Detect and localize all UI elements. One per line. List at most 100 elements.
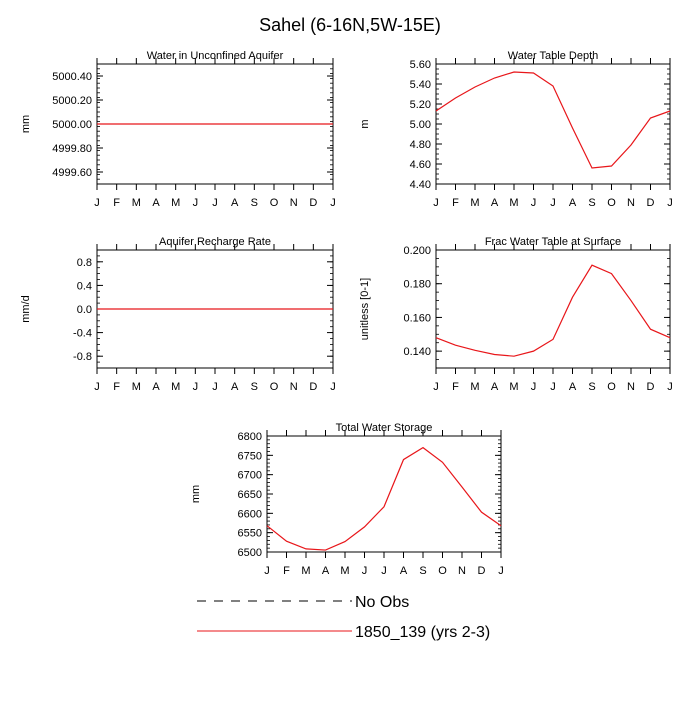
x-tick-label: A xyxy=(569,381,577,393)
x-tick-label: A xyxy=(569,197,577,209)
x-tick-label: M xyxy=(509,381,518,393)
x-tick-label: J xyxy=(330,381,336,393)
legend-obs-label: No Obs xyxy=(355,594,409,611)
x-tick-label: J xyxy=(362,565,368,577)
x-tick-label: D xyxy=(647,197,655,209)
y-tick-label: 6550 xyxy=(238,528,262,540)
panel-water-in-unconfined-aquifer: Water in Unconfined Aquifer4999.604999.8… xyxy=(20,50,336,209)
y-tick-label: 5000.00 xyxy=(52,119,92,131)
y-tick-label: 6750 xyxy=(238,450,262,462)
x-tick-label: J xyxy=(264,565,270,577)
x-tick-label: J xyxy=(667,197,673,209)
x-tick-label: O xyxy=(270,381,279,393)
x-tick-label: J xyxy=(330,197,336,209)
y-tick-label: -0.8 xyxy=(73,351,92,363)
x-tick-label: O xyxy=(607,197,616,209)
x-tick-label: M xyxy=(470,197,479,209)
x-tick-label: A xyxy=(400,565,408,577)
x-tick-label: J xyxy=(433,197,439,209)
y-tick-label: 4999.60 xyxy=(52,167,92,179)
x-tick-label: S xyxy=(419,565,426,577)
series-line xyxy=(436,265,670,356)
x-tick-label: A xyxy=(152,381,160,393)
x-tick-label: A xyxy=(491,197,499,209)
x-tick-label: J xyxy=(212,197,218,209)
x-tick-label: S xyxy=(251,197,258,209)
x-tick-label: A xyxy=(322,565,330,577)
x-tick-label: M xyxy=(301,565,310,577)
x-tick-label: S xyxy=(251,381,258,393)
x-tick-label: J xyxy=(531,197,537,209)
x-tick-label: J xyxy=(193,381,199,393)
y-tick-label: -0.4 xyxy=(73,328,92,340)
y-tick-label: 4.60 xyxy=(410,159,431,171)
y-tick-label: 0.160 xyxy=(403,312,431,324)
x-tick-label: J xyxy=(94,197,100,209)
x-tick-label: M xyxy=(132,381,141,393)
y-tick-label: 4.40 xyxy=(410,179,431,191)
x-tick-label: J xyxy=(498,565,504,577)
plot-frame xyxy=(436,64,670,184)
x-tick-label: O xyxy=(270,197,279,209)
y-tick-label: 5000.40 xyxy=(52,71,92,83)
x-tick-label: J xyxy=(667,381,673,393)
x-tick-label: J xyxy=(433,381,439,393)
y-tick-label: 0.140 xyxy=(403,346,431,358)
y-tick-label: 4999.80 xyxy=(52,143,92,155)
x-tick-label: A xyxy=(231,197,239,209)
x-tick-label: N xyxy=(458,565,466,577)
y-tick-label: 6700 xyxy=(238,470,262,482)
x-tick-label: A xyxy=(491,381,499,393)
series-line xyxy=(267,448,501,550)
y-tick-label: 5.40 xyxy=(410,79,431,91)
x-tick-label: J xyxy=(550,381,556,393)
panel-total-water-storage: Total Water Storage650065506600665067006… xyxy=(190,422,504,577)
x-tick-label: F xyxy=(113,197,120,209)
y-axis-label: mm/d xyxy=(20,295,32,323)
x-tick-label: M xyxy=(171,197,180,209)
panel-water-table-depth: Water Table Depth4.404.604.805.005.205.4… xyxy=(359,50,673,209)
x-tick-label: S xyxy=(588,381,595,393)
x-tick-label: J xyxy=(193,197,199,209)
x-tick-label: M xyxy=(470,381,479,393)
y-tick-label: 6650 xyxy=(238,489,262,501)
x-tick-label: D xyxy=(309,381,317,393)
y-tick-label: 0.0 xyxy=(77,304,92,316)
x-tick-label: F xyxy=(283,565,290,577)
y-axis-label: mm xyxy=(190,485,202,503)
x-tick-label: D xyxy=(309,197,317,209)
y-tick-label: 6600 xyxy=(238,508,262,520)
y-tick-label: 0.8 xyxy=(77,257,92,269)
y-tick-label: 5.60 xyxy=(410,59,431,71)
x-tick-label: J xyxy=(550,197,556,209)
x-tick-label: F xyxy=(452,381,459,393)
legend: No Obs 1850_139 (yrs 2-3) xyxy=(197,594,490,641)
x-tick-label: O xyxy=(438,565,447,577)
panel-frac-water-table-at-surface: Frac Water Table at Surface0.1400.1600.1… xyxy=(359,236,673,393)
series-line xyxy=(436,72,670,168)
y-tick-label: 5.00 xyxy=(410,119,431,131)
y-tick-label: 5.20 xyxy=(410,99,431,111)
x-tick-label: J xyxy=(212,381,218,393)
y-tick-label: 4.80 xyxy=(410,139,431,151)
x-tick-label: D xyxy=(478,565,486,577)
y-tick-label: 0.180 xyxy=(403,279,431,291)
x-tick-label: F xyxy=(113,381,120,393)
legend-model-label: 1850_139 (yrs 2-3) xyxy=(355,624,490,641)
x-tick-label: D xyxy=(647,381,655,393)
y-tick-label: 0.4 xyxy=(77,280,92,292)
x-tick-label: N xyxy=(290,197,298,209)
page-title: Sahel (6-16N,5W-15E) xyxy=(259,15,441,35)
x-tick-label: N xyxy=(627,381,635,393)
x-tick-label: J xyxy=(531,381,537,393)
y-tick-label: 6800 xyxy=(238,431,262,443)
x-tick-label: M xyxy=(340,565,349,577)
x-tick-label: F xyxy=(452,197,459,209)
plot-frame xyxy=(267,436,501,552)
y-tick-label: 0.200 xyxy=(403,245,431,257)
y-axis-label: unitless [0-1] xyxy=(359,278,371,340)
y-tick-label: 5000.20 xyxy=(52,95,92,107)
x-tick-label: N xyxy=(627,197,635,209)
